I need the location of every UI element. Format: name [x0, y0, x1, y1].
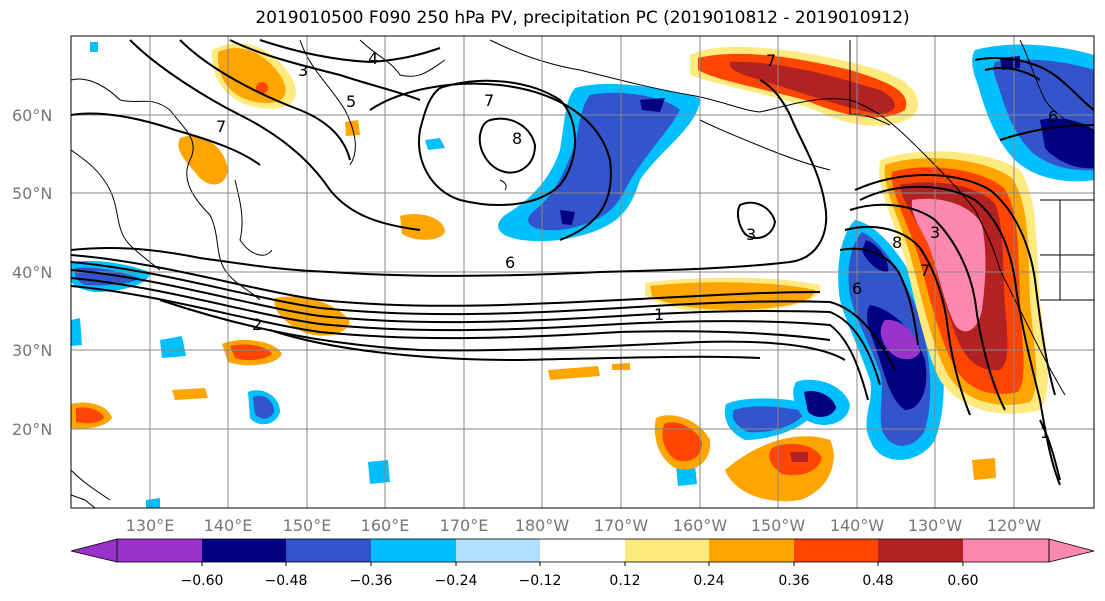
- colorbar-segment: [70, 538, 118, 563]
- lon-label: 160°W: [673, 516, 728, 535]
- contour-label: 4: [368, 49, 378, 68]
- lat-label: 40°N: [12, 263, 52, 282]
- colorbar-tick-label: −0.48: [265, 573, 308, 589]
- contour-label: 1: [1040, 423, 1050, 442]
- colorbar-segment: [202, 539, 286, 562]
- contour-label: 7: [216, 117, 226, 136]
- colorbar-segment: [371, 539, 456, 562]
- colorbar-segment: [878, 539, 963, 562]
- colorbar-tick-label: −0.60: [181, 573, 224, 589]
- contour-label: 5: [346, 92, 356, 111]
- colorbar-tick-label: 0.60: [947, 573, 978, 589]
- lon-label: 160°E: [361, 516, 410, 535]
- colorbar-segment: [286, 539, 371, 562]
- lon-label: 150°W: [751, 516, 806, 535]
- lon-label: 140°E: [204, 516, 253, 535]
- colorbar-segment: [456, 539, 540, 562]
- lon-label: 130°W: [908, 516, 963, 535]
- lon-label: 120°W: [987, 516, 1042, 535]
- contour-label: 8: [892, 233, 902, 252]
- lon-label: 130°E: [126, 516, 175, 535]
- contour-label: 2: [252, 315, 262, 334]
- colorbar-segment: [963, 539, 1049, 562]
- lon-label: 180°W: [515, 516, 570, 535]
- contour-label: 7: [920, 261, 930, 280]
- lon-label: 170°E: [440, 516, 489, 535]
- colorbar-segment: [794, 539, 878, 562]
- contour-label: 3: [746, 225, 756, 244]
- contour-labels: 4 3 5 7 7 8 6 2 1 3 8 6 7 6 1 3 7: [216, 49, 1058, 442]
- lon-label: 170°W: [594, 516, 649, 535]
- colorbar-tick-label: −0.12: [519, 573, 562, 589]
- contour-label: 7: [484, 91, 494, 110]
- colorbar-tick-label: −0.24: [435, 573, 478, 589]
- colorbar-segment: [540, 539, 625, 562]
- colorbar-segment: [709, 539, 794, 562]
- contour-label: 3: [930, 223, 940, 242]
- contour-label: 3: [298, 61, 308, 80]
- lon-label: 140°W: [830, 516, 885, 535]
- lat-label: 60°N: [12, 106, 52, 125]
- contour-label: 1: [654, 305, 664, 324]
- lat-label: 50°N: [12, 184, 52, 203]
- longitude-labels: 130°E 140°E 150°E 160°E 170°E 180°W 170°…: [126, 516, 1042, 535]
- contour-label: 6: [505, 253, 515, 272]
- colorbar-tick-label: −0.36: [350, 573, 393, 589]
- coastlines: [71, 39, 1094, 508]
- contour-label: 6: [852, 279, 862, 298]
- map-area: 4 3 5 7 7 8 6 2 1 3 8 6 7 6 1 3 7: [71, 36, 1094, 508]
- lon-label: 150°E: [283, 516, 332, 535]
- colorbar-tick-label: 0.36: [778, 573, 809, 589]
- colorbar: −0.60 −0.48 −0.36 −0.24 −0.12 0.12 0.24 …: [70, 538, 1095, 589]
- colorbar-segment: [625, 539, 709, 562]
- contour-label: 6: [1048, 107, 1058, 126]
- contour-label: 7: [766, 51, 776, 70]
- map-frame: [70, 35, 1095, 509]
- colorbar-tick-label: 0.12: [609, 573, 640, 589]
- colorbar-tick-label: 0.48: [862, 573, 893, 589]
- colorbar-tick-label: 0.24: [693, 573, 724, 589]
- latitude-labels: 60°N 50°N 40°N 30°N 20°N: [12, 106, 52, 439]
- contour-label: 8: [512, 129, 522, 148]
- lat-label: 20°N: [12, 420, 52, 439]
- pv-contours: [71, 39, 1094, 486]
- colorbar-segment: [1048, 538, 1095, 563]
- map-title: 2019010500 F090 250 hPa PV, precipitatio…: [255, 8, 910, 28]
- colorbar-segment: [117, 539, 202, 562]
- lat-label: 30°N: [12, 341, 52, 360]
